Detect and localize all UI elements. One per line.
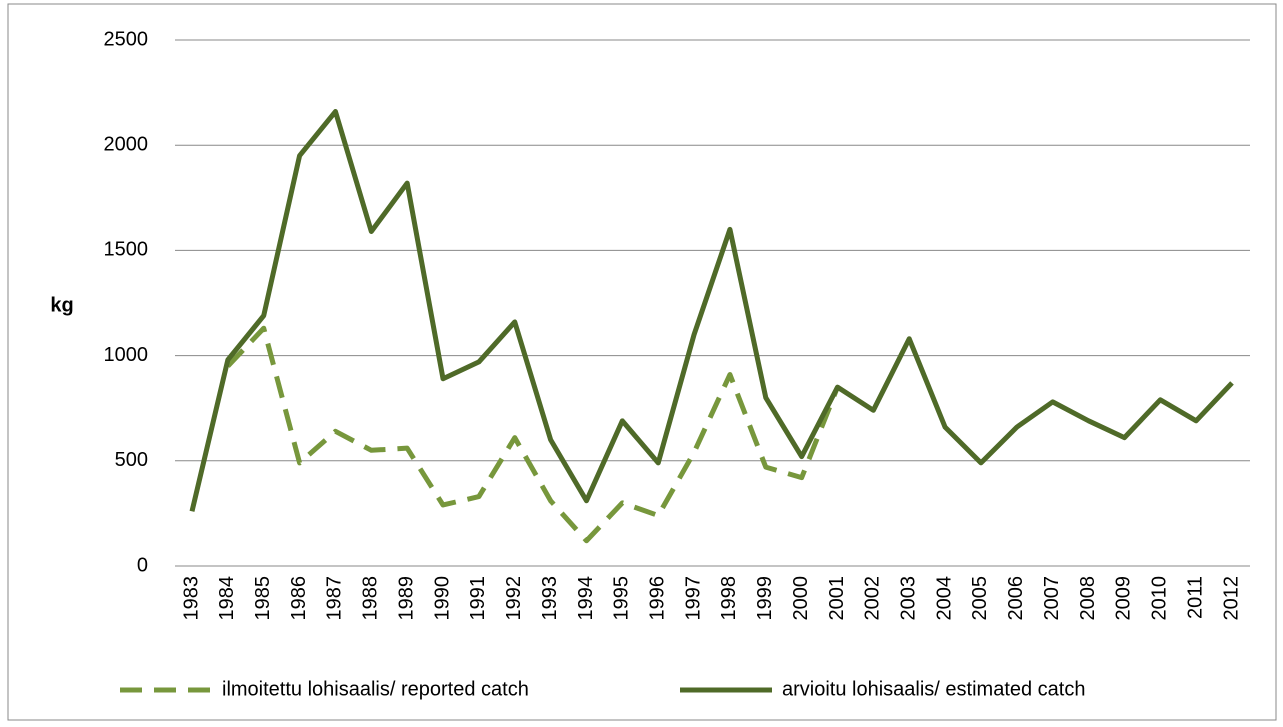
x-tick-label: 1989 [395, 576, 417, 621]
x-tick-label: 1999 [754, 576, 776, 621]
x-tick-label: 2007 [1041, 576, 1063, 621]
y-tick-label: 1500 [104, 239, 149, 261]
legend-label: ilmoitettu lohisaalis/ reported catch [222, 678, 529, 700]
x-tick-label: 1983 [180, 576, 202, 621]
x-tick-label: 1984 [216, 576, 238, 621]
x-tick-label: 1994 [575, 576, 597, 621]
y-tick-label: 2500 [104, 28, 149, 50]
y-tick-label: 2000 [104, 133, 149, 155]
x-tick-label: 2001 [826, 576, 848, 621]
x-tick-label: 1991 [467, 576, 489, 621]
x-tick-label: 1992 [503, 576, 525, 621]
series-line [189, 109, 1234, 512]
y-tick-label: 1000 [104, 344, 149, 366]
x-tick-label: 1996 [646, 576, 668, 621]
x-tick-label: 2010 [1149, 576, 1171, 621]
chart-border [7, 3, 1277, 721]
x-tick-label: 1990 [431, 576, 453, 621]
x-tick-label: 2009 [1113, 576, 1135, 621]
x-tick-label: 1993 [539, 576, 561, 621]
x-tick-label: 1997 [682, 576, 704, 621]
x-tick-label: 2003 [898, 576, 920, 621]
y-tick-label: 500 [115, 449, 148, 471]
x-tick-label: 2004 [933, 576, 955, 621]
legend-label: arvioitu lohisaalis/ estimated catch [782, 678, 1085, 700]
x-tick-label: 2005 [969, 576, 991, 621]
x-tick-label: 1986 [288, 576, 310, 621]
x-tick-label: 2000 [790, 576, 812, 621]
x-tick-label: 2012 [1220, 576, 1242, 621]
x-tick-label: 2011 [1184, 576, 1206, 619]
x-tick-label: 2006 [1005, 576, 1027, 621]
x-tick-label: 2008 [1077, 576, 1099, 621]
x-tick-label: 1995 [611, 576, 633, 621]
x-tick-label: 1988 [360, 576, 382, 621]
x-tick-label: 2002 [862, 576, 884, 621]
series-line [226, 325, 840, 544]
x-tick-label: 1985 [252, 576, 274, 621]
y-axis-label: kg [50, 294, 73, 316]
y-tick-label: 0 [137, 554, 148, 576]
x-tick-label: 1998 [718, 576, 740, 621]
x-tick-label: 1987 [324, 576, 346, 621]
